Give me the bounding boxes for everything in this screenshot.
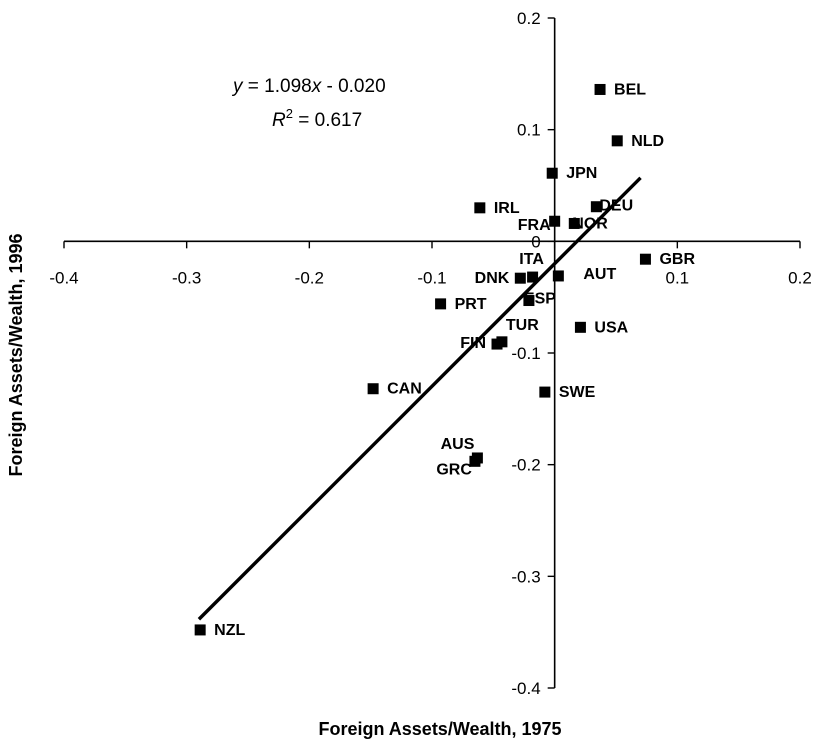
y-tick-label: -0.4 (511, 679, 540, 698)
label-nld: NLD (631, 133, 664, 150)
x-tick-label: -0.4 (49, 268, 78, 287)
y-tick-label: -0.2 (511, 456, 540, 475)
marker-nor (568, 217, 580, 229)
x-axis-title: Foreign Assets/Wealth, 1975 (318, 719, 561, 739)
label-aus: AUS (441, 436, 475, 453)
label-aut: AUT (583, 266, 616, 283)
marker-can (367, 383, 379, 395)
marker-ita (527, 271, 539, 283)
marker-bel (594, 83, 606, 95)
marker-dnk (514, 272, 526, 284)
y-tick-label: 0.2 (517, 9, 541, 28)
label-usa: USA (594, 319, 628, 336)
label-prt: PRT (455, 296, 487, 313)
label-nor: NOR (572, 215, 608, 232)
x-tick-label: -0.3 (172, 268, 201, 287)
regression-line (197, 176, 642, 621)
y-tick-label: -0.1 (511, 344, 540, 363)
label-swe: SWE (559, 384, 596, 401)
regression-equation: y = 1.098x - 0.020 (231, 76, 386, 97)
marker-grc (469, 455, 481, 467)
marker-usa (574, 321, 586, 333)
x-tick-label: 0.1 (666, 268, 690, 287)
y-tick-label: 0 (531, 232, 540, 251)
r-squared: R2 = 0.617 (272, 106, 362, 131)
axes: -0.4 -0.3 -0.2 -0.1 0.1 0.2 -0.4 -0.3 -0.2 -0.1 0 0… (49, 9, 811, 698)
marker-prt (435, 298, 447, 310)
y-axis-title: Foreign Assets/Wealth, 1996 (6, 233, 26, 476)
data-points (194, 83, 651, 636)
label-deu: DEU (599, 198, 633, 215)
marker-aut (552, 270, 564, 282)
x-tick-label: -0.2 (295, 268, 324, 287)
marker-irl (474, 202, 486, 214)
y-tick-label: -0.3 (511, 567, 540, 586)
trendline-group (197, 176, 642, 621)
label-tur: TUR (506, 317, 539, 334)
marker-deu (590, 201, 602, 213)
label-bel: BEL (614, 81, 646, 98)
label-fin: FIN (460, 335, 486, 352)
label-jpn: JPN (566, 165, 597, 182)
marker-jpn (546, 167, 558, 179)
label-nzl: NZL (214, 622, 245, 639)
marker-swe (539, 386, 551, 398)
marker-esp (523, 295, 535, 307)
label-grc: GRC (436, 461, 472, 478)
label-can: CAN (387, 381, 422, 398)
marker-tur (496, 336, 508, 348)
label-fra: FRA (518, 217, 551, 234)
label-ita: ITA (519, 251, 544, 268)
marker-gbr (639, 253, 651, 265)
label-dnk: DNK (475, 270, 510, 287)
marker-fra (549, 215, 561, 227)
label-esp: ESP (524, 291, 556, 308)
marker-nld (611, 135, 623, 147)
x-tick-label: 0.2 (788, 268, 812, 287)
marker-nzl (194, 624, 206, 636)
label-irl: IRL (494, 200, 520, 217)
y-tick-label: 0.1 (517, 121, 541, 140)
label-gbr: GBR (659, 251, 695, 268)
x-tick-label: -0.1 (417, 268, 446, 287)
